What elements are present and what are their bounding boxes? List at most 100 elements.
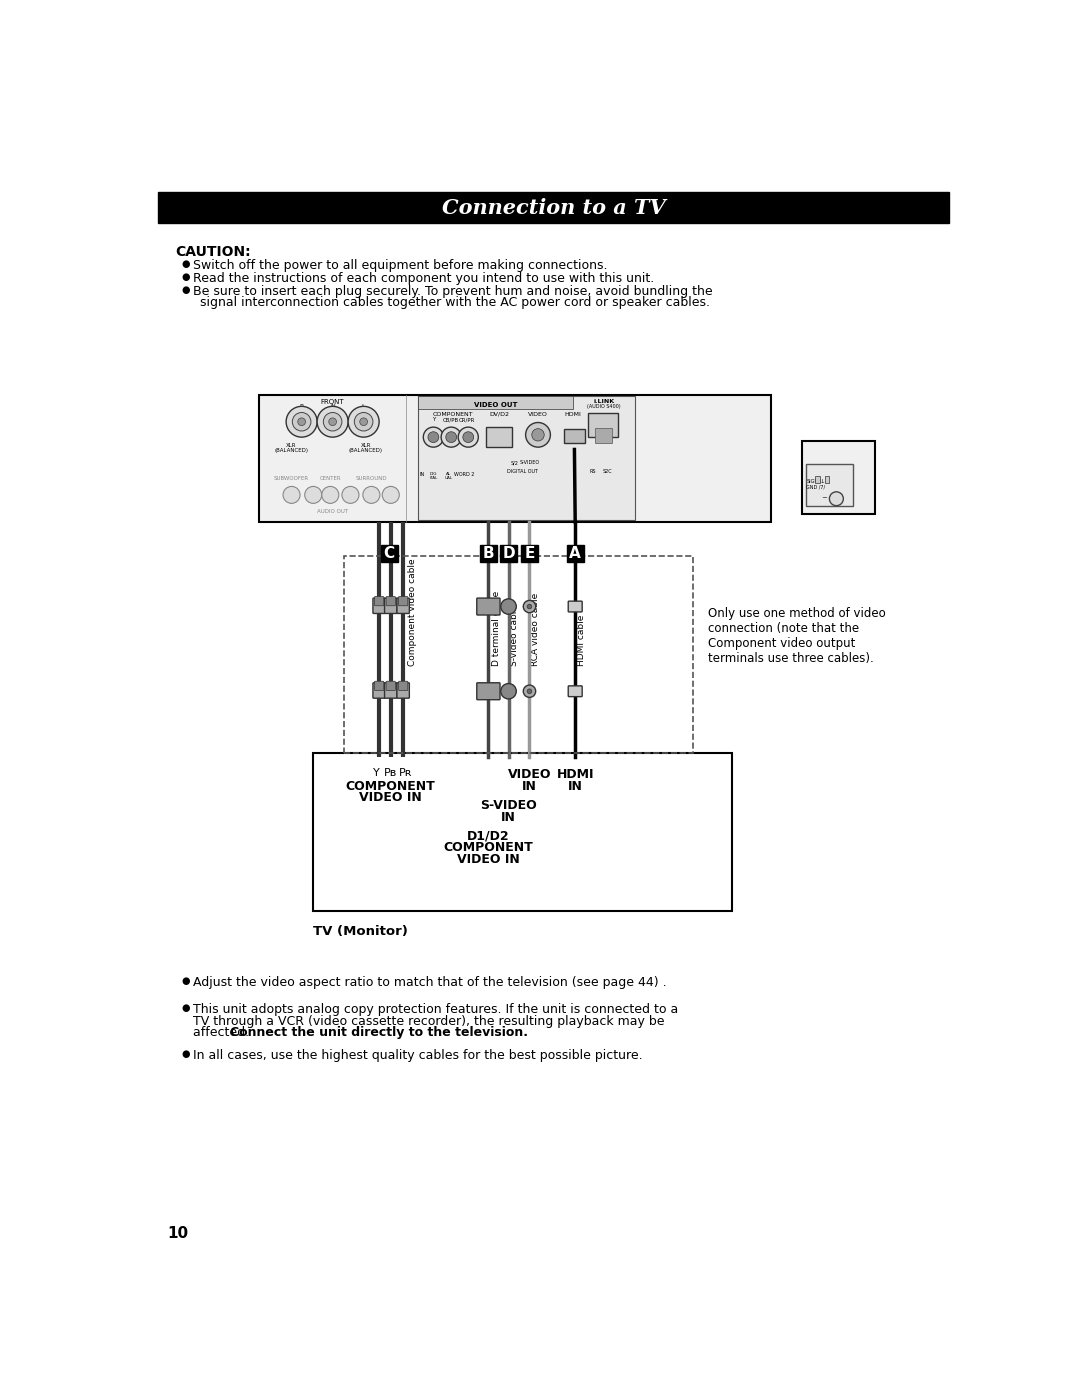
Circle shape: [305, 486, 322, 503]
Text: DIGITAL OUT: DIGITAL OUT: [507, 469, 538, 475]
Text: Pʙ: Pʙ: [384, 768, 397, 778]
Circle shape: [524, 601, 536, 613]
FancyBboxPatch shape: [568, 601, 582, 612]
Bar: [418, 397, 572, 409]
Text: SURROUND: SURROUND: [355, 475, 388, 481]
Bar: [345, 556, 693, 753]
Text: Y: Y: [374, 768, 380, 778]
Text: N: N: [330, 404, 335, 409]
Text: RS: RS: [589, 469, 595, 475]
FancyBboxPatch shape: [399, 682, 408, 690]
Text: S/2: S/2: [511, 460, 518, 465]
Text: CB/PB: CB/PB: [443, 418, 459, 422]
FancyBboxPatch shape: [384, 683, 397, 698]
Text: TV through a VCR (video cassette recorder), the resulting playback may be: TV through a VCR (video cassette recorde…: [193, 1014, 664, 1028]
Text: This unit adopts analog copy protection features. If the unit is connected to a: This unit adopts analog copy protection …: [193, 1003, 678, 1016]
Circle shape: [524, 685, 536, 697]
FancyBboxPatch shape: [568, 686, 582, 697]
Circle shape: [526, 422, 551, 447]
Text: ~ IN: ~ IN: [822, 495, 837, 502]
FancyBboxPatch shape: [476, 683, 500, 700]
Text: Only use one method of video
connection (note that the
Component video output
te: Only use one method of video connection …: [708, 606, 887, 665]
Text: SIGNAL: SIGNAL: [807, 479, 824, 485]
Text: Adjust the video aspect ratio to match that of the television (see page 44) .: Adjust the video aspect ratio to match t…: [193, 977, 666, 989]
Text: L: L: [362, 404, 365, 409]
Text: HDMI cable: HDMI cable: [577, 615, 586, 666]
Bar: [500, 545, 517, 562]
Bar: [801, 441, 875, 514]
Circle shape: [531, 429, 544, 441]
Text: WORD 2: WORD 2: [455, 472, 474, 476]
Text: Read the instructions of each component you intend to use with this unit.: Read the instructions of each component …: [193, 271, 654, 285]
Circle shape: [360, 418, 367, 426]
Bar: [564, 429, 585, 443]
Text: ●: ●: [181, 258, 190, 268]
Text: (AUDIO S400): (AUDIO S400): [588, 404, 621, 409]
Text: S-VIDEO: S-VIDEO: [481, 799, 537, 812]
Text: Y: Y: [432, 418, 435, 422]
Circle shape: [354, 412, 373, 432]
FancyBboxPatch shape: [387, 597, 395, 606]
Circle shape: [318, 407, 348, 437]
Circle shape: [501, 599, 516, 615]
Text: AL
UAL: AL UAL: [445, 472, 453, 481]
FancyBboxPatch shape: [476, 598, 500, 615]
Text: S-VIDEO: S-VIDEO: [519, 460, 540, 465]
Text: E: E: [524, 546, 535, 562]
Text: VIDEO IN: VIDEO IN: [360, 791, 422, 805]
Text: D terminal cable: D terminal cable: [491, 591, 501, 666]
Text: D: D: [502, 546, 515, 562]
FancyBboxPatch shape: [373, 683, 386, 698]
Circle shape: [527, 605, 531, 609]
Text: AUDIO OUT: AUDIO OUT: [318, 509, 348, 514]
Bar: [380, 545, 397, 562]
Text: XLR
(BALANCED): XLR (BALANCED): [349, 443, 383, 454]
Text: COMPONENT: COMPONENT: [432, 412, 473, 416]
Text: VIDEO: VIDEO: [528, 412, 548, 416]
FancyBboxPatch shape: [397, 683, 409, 698]
Text: SUBWOOFER: SUBWOOFER: [274, 475, 309, 481]
Text: D1/D2: D1/D2: [467, 830, 510, 842]
Text: Pʀ: Pʀ: [399, 768, 413, 778]
Circle shape: [322, 486, 339, 503]
Circle shape: [527, 689, 531, 693]
Circle shape: [829, 492, 843, 506]
FancyBboxPatch shape: [375, 682, 383, 690]
Text: S-video cable: S-video cable: [510, 605, 519, 666]
Text: IN: IN: [568, 780, 582, 792]
Bar: [567, 545, 583, 562]
Text: ●: ●: [181, 1003, 190, 1013]
FancyBboxPatch shape: [384, 598, 397, 613]
Circle shape: [363, 486, 380, 503]
Circle shape: [298, 418, 306, 426]
Text: Component video cable: Component video cable: [408, 559, 417, 666]
FancyBboxPatch shape: [397, 598, 409, 613]
Text: TV (Monitor): TV (Monitor): [313, 925, 408, 937]
Bar: [595, 427, 611, 443]
Text: IN: IN: [501, 810, 516, 824]
Circle shape: [463, 432, 474, 443]
Text: DV/D2: DV/D2: [489, 412, 510, 416]
Text: FRONT: FRONT: [321, 398, 345, 405]
Text: IN: IN: [522, 780, 537, 792]
Text: XLR
(BALANCED): XLR (BALANCED): [274, 443, 309, 454]
Text: ●: ●: [181, 285, 190, 295]
Text: Connection to a TV: Connection to a TV: [442, 198, 665, 218]
FancyBboxPatch shape: [387, 682, 395, 690]
Circle shape: [423, 427, 444, 447]
Text: COMPONENT: COMPONENT: [346, 780, 435, 792]
Circle shape: [293, 412, 311, 432]
Bar: [815, 475, 820, 483]
Text: ●: ●: [181, 271, 190, 282]
Bar: [313, 753, 732, 911]
Text: B: B: [483, 546, 495, 562]
Bar: [259, 395, 770, 522]
Bar: [159, 193, 948, 224]
Bar: [521, 545, 538, 562]
Text: COMPONENT: COMPONENT: [444, 841, 534, 855]
Text: GND /7/: GND /7/: [806, 485, 825, 489]
Text: CENTER: CENTER: [320, 475, 341, 481]
Text: ●: ●: [181, 1049, 190, 1059]
Text: IN: IN: [419, 472, 424, 476]
Text: Connect the unit directly to the television.: Connect the unit directly to the televis…: [230, 1027, 528, 1039]
